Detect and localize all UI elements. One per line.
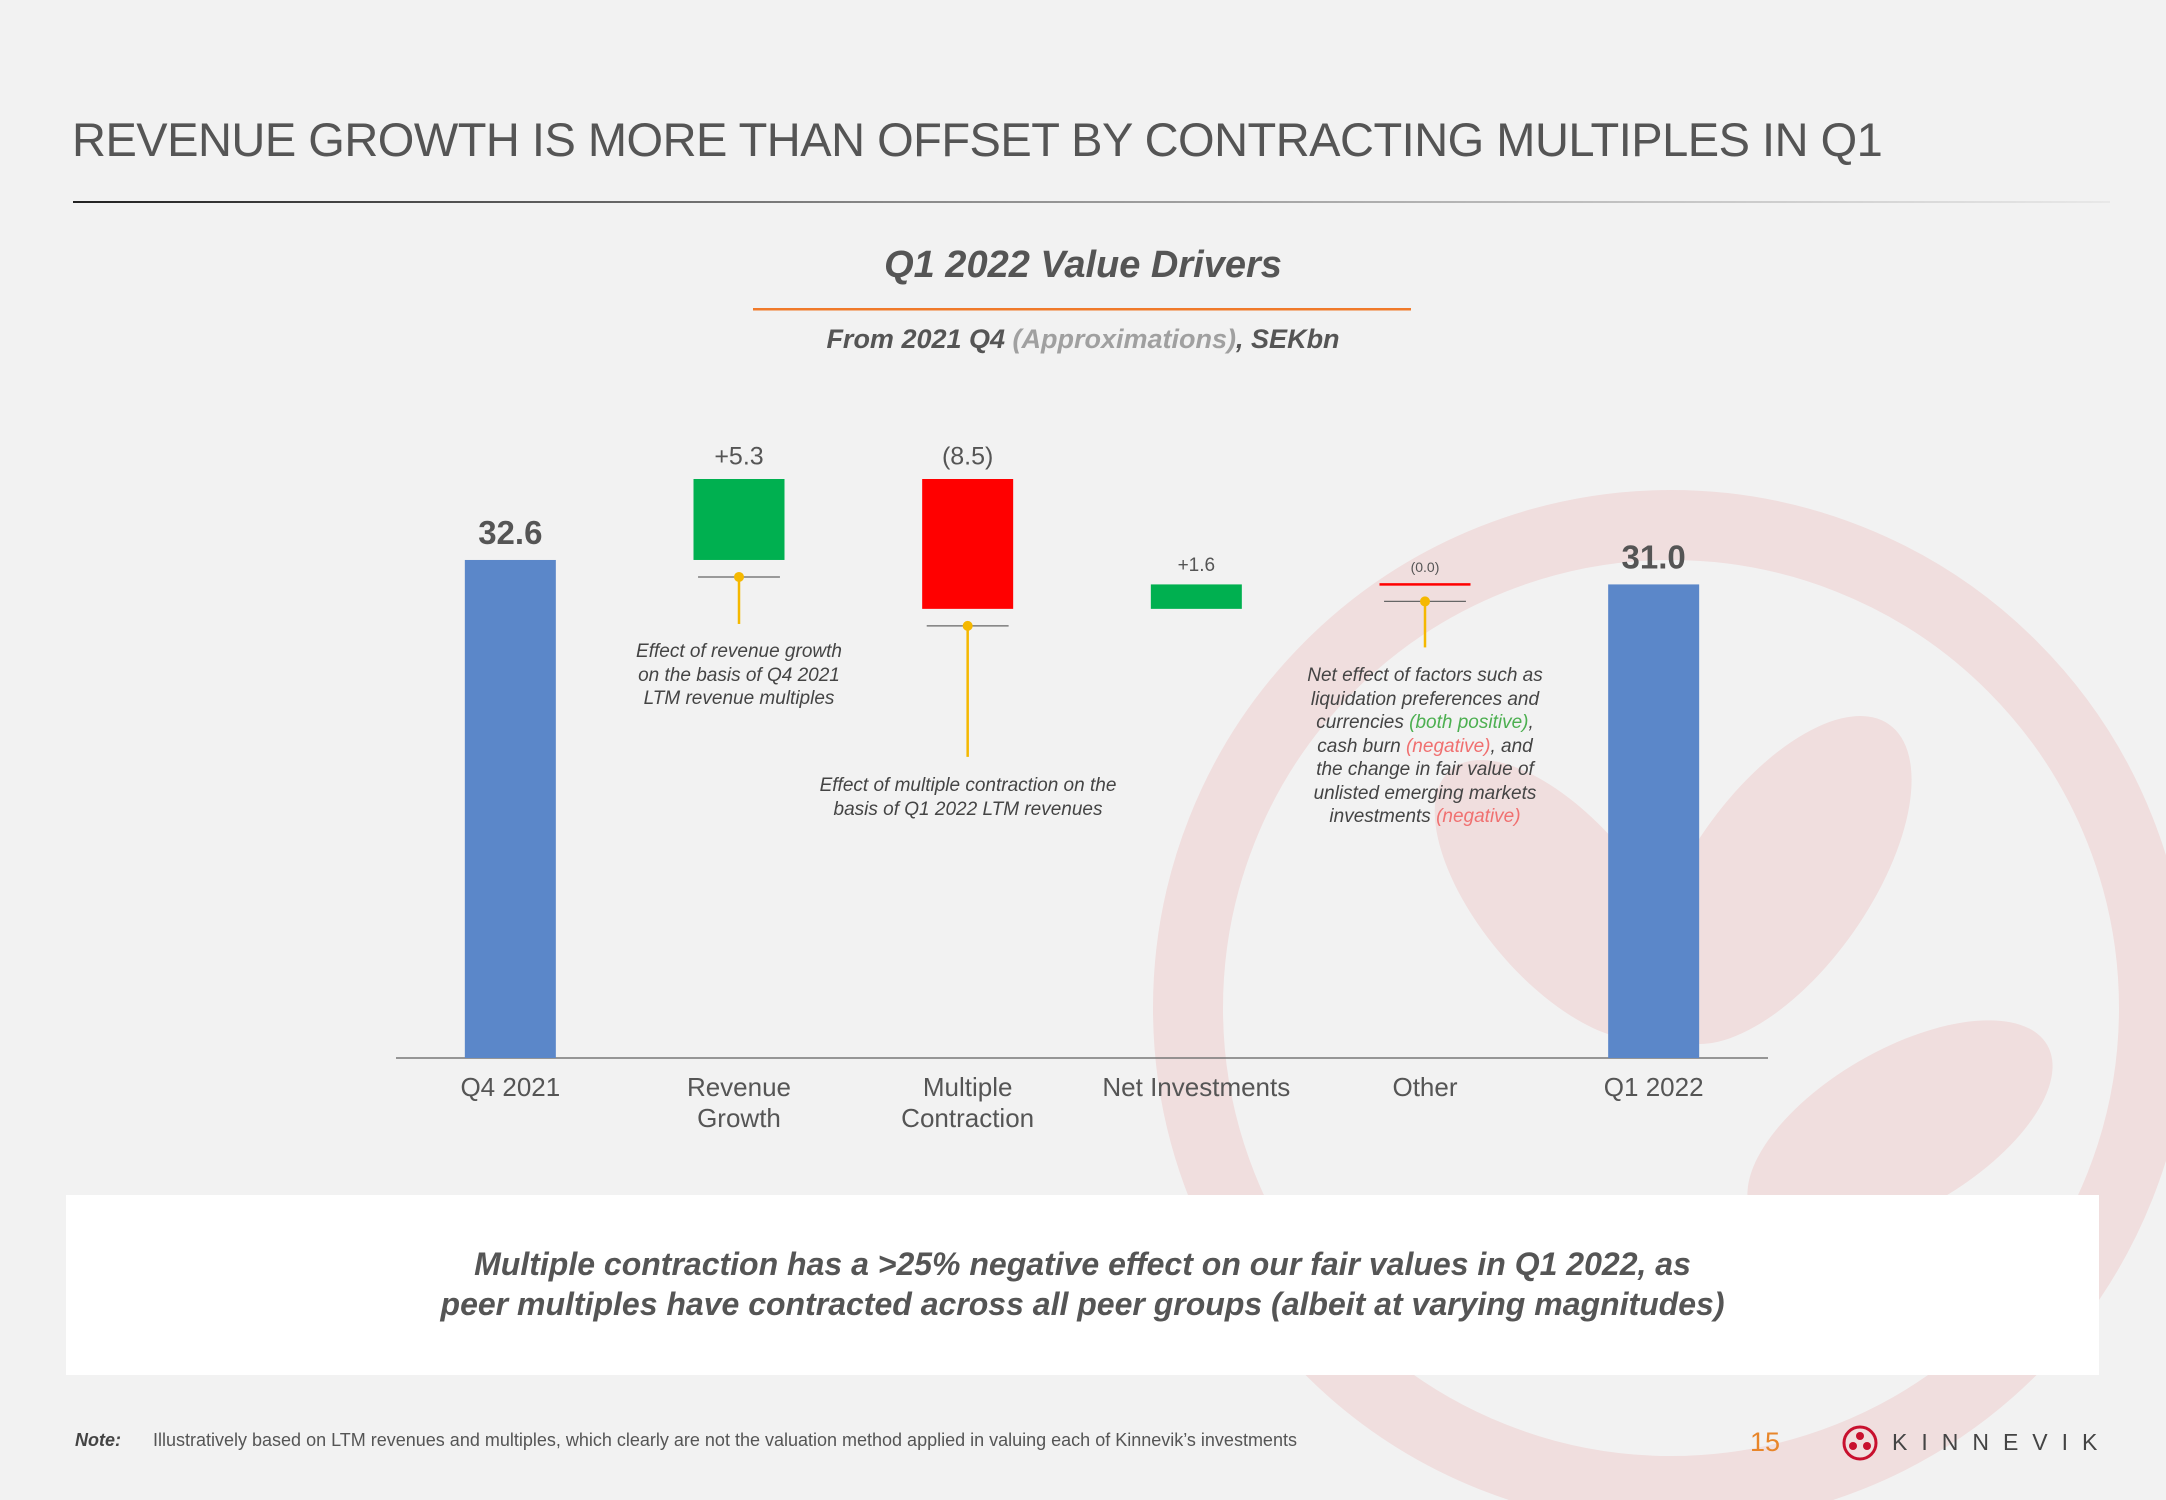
- watermark-leaf: [1648, 716, 1912, 1044]
- subtitle-part: From 2021 Q4: [826, 324, 1013, 354]
- watermark-ring: [1153, 490, 2166, 1500]
- value-label: 31.0: [1622, 538, 1686, 575]
- value-label: 32.6: [478, 514, 542, 551]
- annotation: Effect of multiple contraction on the ba…: [778, 774, 1158, 821]
- value-label: (0.0): [1411, 559, 1440, 575]
- watermark-leaf: [1747, 1020, 2053, 1240]
- x-tick-label-text: Multiple Contraction: [901, 1072, 1035, 1133]
- logo-text: KINNEVIK: [1892, 1429, 2112, 1455]
- chart-title-underline: [753, 308, 1411, 311]
- logo-icon: [1842, 1425, 1878, 1461]
- pin-dot: [962, 620, 973, 631]
- x-tick-label: Q1 2022: [1539, 1072, 1768, 1103]
- chart-title: Q1 2022 Value Drivers: [884, 244, 1282, 286]
- chart-subtitle: From 2021 Q4 (Approximations), SEKbn: [0, 324, 2166, 355]
- annotation-part: Effect of revenue growth on the basis of…: [636, 641, 842, 709]
- annotation-part: , cash burn: [1317, 712, 1534, 757]
- bar: [922, 479, 1014, 609]
- note-label: Note:: [75, 1430, 121, 1450]
- x-tick-label: Multiple Contraction: [853, 1072, 1082, 1134]
- x-tick-label: Net Investments: [1082, 1072, 1311, 1103]
- subtitle-part: (Approximations): [1012, 324, 1237, 354]
- annotation-part: Effect of multiple contraction on the ba…: [819, 775, 1117, 820]
- x-tick-label-text: Q1 2022: [1603, 1072, 1704, 1102]
- page-number: 15: [1750, 1427, 1781, 1457]
- x-tick-label: Other: [1311, 1072, 1540, 1103]
- bar: [1379, 583, 1471, 586]
- value-label: (8.5): [942, 442, 993, 470]
- bar: [1608, 584, 1700, 1058]
- x-tick-label-text: Net Investments: [1102, 1072, 1291, 1102]
- subtitle-part: , SEKbn: [1236, 324, 1340, 354]
- value-label: +5.3: [714, 442, 763, 470]
- slide-title: REVENUE GROWTH IS MORE THAN OFFSET BY CO…: [72, 113, 1883, 166]
- value-label: +1.6: [1178, 555, 1216, 576]
- callout-text: Multiple contraction has a >25% negative…: [440, 1246, 1725, 1322]
- annotation-part: (negative): [1405, 735, 1491, 757]
- x-tick-label-text: Revenue Growth: [686, 1072, 792, 1133]
- annotation-part: (negative): [1436, 806, 1521, 827]
- note-text: Illustratively based on LTM revenues and…: [153, 1430, 1297, 1450]
- annotation: Effect of revenue growth on the basis of…: [589, 640, 889, 711]
- bar: [693, 479, 785, 560]
- annotation-part: Net effect of factors such as liquidatio…: [1307, 665, 1543, 733]
- annotation: Net effect of factors such as liquidatio…: [1275, 664, 1575, 829]
- pin-dot: [1420, 596, 1430, 607]
- x-tick-label: Revenue Growth: [625, 1072, 854, 1134]
- x-tick-label-text: Q4 2021: [460, 1072, 561, 1102]
- callout-box: [66, 1195, 2099, 1375]
- pin-dot: [734, 571, 744, 582]
- bar: [1150, 584, 1242, 609]
- annotation-part: , and the change in fair value of unlist…: [1313, 735, 1537, 828]
- x-tick-label: Q4 2021: [396, 1072, 625, 1103]
- annotation-part: (both positive): [1409, 712, 1529, 733]
- bar: [464, 559, 556, 1058]
- title-underline: [73, 201, 2110, 203]
- x-tick-label-text: Other: [1392, 1072, 1458, 1102]
